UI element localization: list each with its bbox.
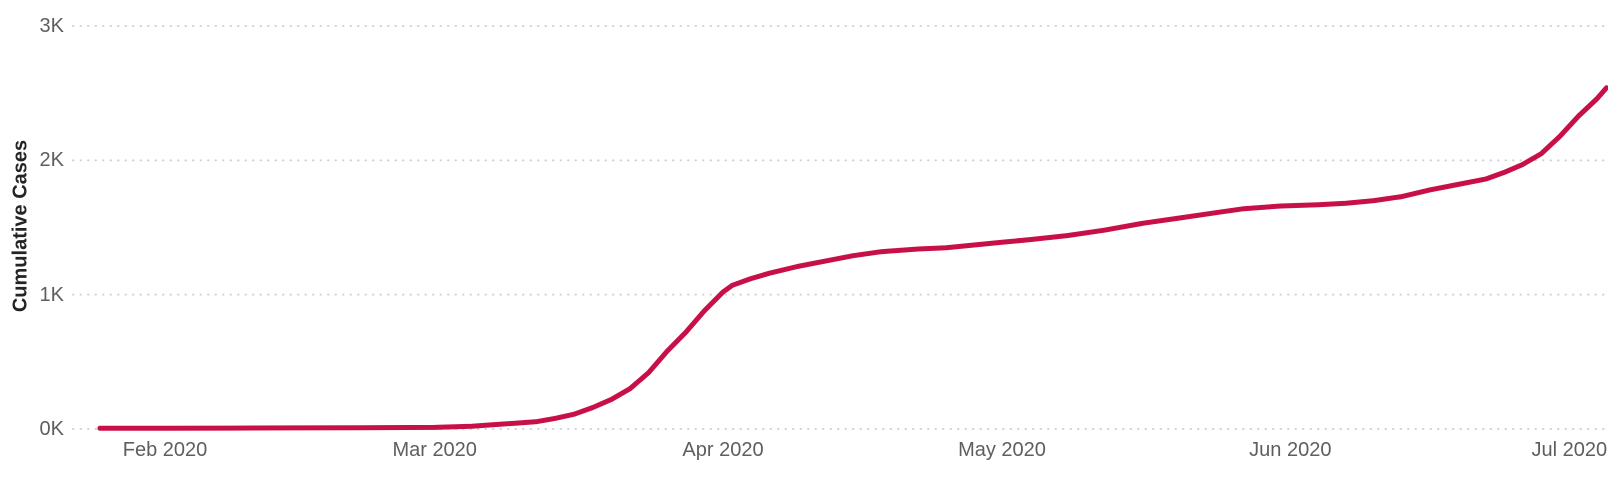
- x-tick-label: May 2020: [958, 439, 1046, 461]
- series-line[interactable]: [97, 85, 1608, 431]
- y-tick-label: 0K: [39, 418, 64, 440]
- x-tick-label: Jul 2020: [1531, 439, 1608, 461]
- x-tick-label: Jun 2020: [1249, 439, 1332, 461]
- x-tick-label: Mar 2020: [392, 439, 477, 461]
- y-tick-label: 1K: [39, 283, 64, 306]
- x-tick-label: Apr 2020: [682, 439, 764, 461]
- x-tick-label: Feb 2020: [122, 439, 208, 461]
- y-tick-label: 3K: [39, 15, 64, 37]
- y-tick-label: 2K: [39, 149, 64, 172]
